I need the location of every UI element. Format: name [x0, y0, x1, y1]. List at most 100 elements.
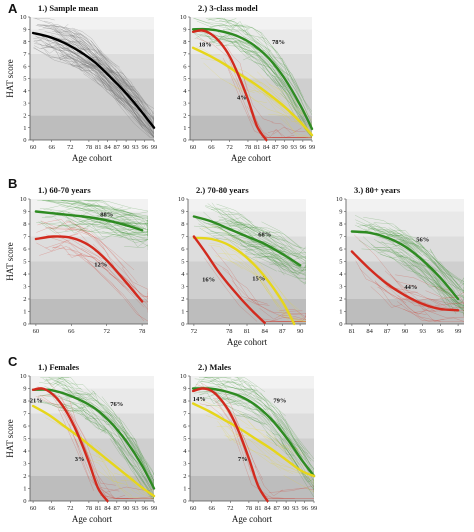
x-tick-label: 90 — [281, 144, 288, 151]
y-tick-label: 5 — [339, 259, 342, 266]
y-tick-label: 1 — [183, 486, 186, 493]
individual-line — [247, 241, 301, 271]
y-tick-label: 6 — [23, 63, 27, 70]
individual-line — [239, 242, 287, 266]
individual-line — [101, 78, 151, 138]
individual-line — [68, 247, 109, 271]
individual-line — [106, 420, 141, 466]
y-tick-label: 9 — [183, 386, 186, 393]
individual-line — [49, 228, 125, 269]
individual-line — [268, 485, 314, 493]
x-tick-label: 87 — [384, 328, 391, 335]
individual-line — [124, 437, 146, 464]
x-axis-label: Age cohort — [72, 514, 113, 524]
individual-line — [208, 17, 249, 30]
individual-line — [209, 243, 244, 264]
individual-line — [435, 282, 464, 310]
individual-line — [87, 200, 131, 212]
individual-line — [213, 33, 279, 86]
individual-line — [33, 17, 55, 21]
x-tick-label: 60 — [190, 144, 197, 151]
x-tick-label: 93 — [132, 505, 139, 512]
y-tick-label: 7 — [183, 51, 187, 58]
individual-line — [193, 17, 259, 41]
individual-line — [45, 378, 64, 388]
individual-line — [223, 29, 285, 75]
individual-line — [260, 227, 306, 250]
individual-line — [272, 68, 306, 121]
individual-line — [80, 252, 145, 322]
individual-line — [203, 211, 255, 243]
individual-line — [207, 203, 253, 223]
individual-line — [227, 435, 281, 471]
individual-line — [377, 249, 419, 267]
x-tick-label: 84 — [261, 328, 268, 335]
individual-line — [244, 263, 306, 322]
individual-line — [430, 248, 464, 282]
x-tick-label: 93 — [132, 144, 139, 151]
individual-line — [46, 222, 90, 234]
individual-line — [69, 34, 109, 60]
individual-line — [117, 231, 148, 236]
individual-line — [122, 96, 154, 134]
individual-line — [270, 429, 314, 498]
individual-line — [121, 223, 148, 225]
y-axis-label: HAT score — [5, 59, 15, 98]
individual-line — [273, 60, 312, 124]
individual-line — [45, 214, 101, 226]
individual-line — [196, 218, 243, 244]
individual-line — [50, 207, 130, 224]
y-tick-label: 0 — [339, 321, 342, 328]
individual-line — [79, 404, 108, 423]
individual-line — [428, 266, 464, 307]
individual-line — [395, 274, 452, 291]
individual-line — [38, 401, 83, 412]
individual-line — [40, 377, 83, 391]
individual-line — [48, 377, 69, 381]
individual-line — [370, 286, 403, 308]
individual-line — [41, 35, 96, 68]
individual-line — [414, 310, 445, 322]
individual-line — [237, 221, 299, 258]
individual-line — [253, 388, 314, 460]
individual-line — [67, 392, 122, 424]
individual-line — [378, 249, 415, 267]
y-tick-label: 8 — [23, 39, 26, 46]
individual-line — [74, 33, 92, 46]
y-tick-label: 9 — [23, 27, 26, 34]
individual-line — [33, 35, 76, 55]
individual-line — [252, 256, 306, 275]
individual-line — [92, 225, 146, 235]
individual-line — [216, 203, 274, 239]
class-percentage-label: 16% — [202, 277, 215, 284]
individual-line — [257, 253, 296, 274]
individual-line — [45, 227, 105, 250]
individual-line — [398, 249, 455, 303]
individual-line — [91, 389, 154, 482]
individual-line — [264, 128, 283, 138]
individual-line — [45, 42, 93, 68]
y-tick-label: 1 — [23, 486, 26, 493]
individual-line — [94, 75, 154, 138]
x-tick-label: 84 — [264, 505, 271, 512]
individual-line — [194, 386, 252, 394]
individual-line — [370, 243, 404, 259]
individual-line — [99, 58, 154, 122]
x-tick-label: 99 — [309, 144, 316, 151]
individual-line — [379, 234, 442, 281]
y-tick-label: 8 — [339, 221, 342, 228]
x-tick-label: 72 — [67, 144, 74, 151]
individual-line — [34, 40, 58, 54]
individual-line — [94, 55, 114, 71]
individual-line — [105, 405, 154, 475]
y-tick-label: 10 — [180, 373, 187, 380]
x-tick-label: 81 — [254, 144, 261, 151]
individual-line — [84, 457, 127, 485]
individual-line — [119, 75, 154, 119]
individual-line — [59, 404, 107, 431]
individual-line — [269, 431, 305, 456]
individual-line — [250, 42, 308, 129]
x-tick-label: 66 — [48, 144, 55, 151]
individual-line — [60, 34, 117, 68]
